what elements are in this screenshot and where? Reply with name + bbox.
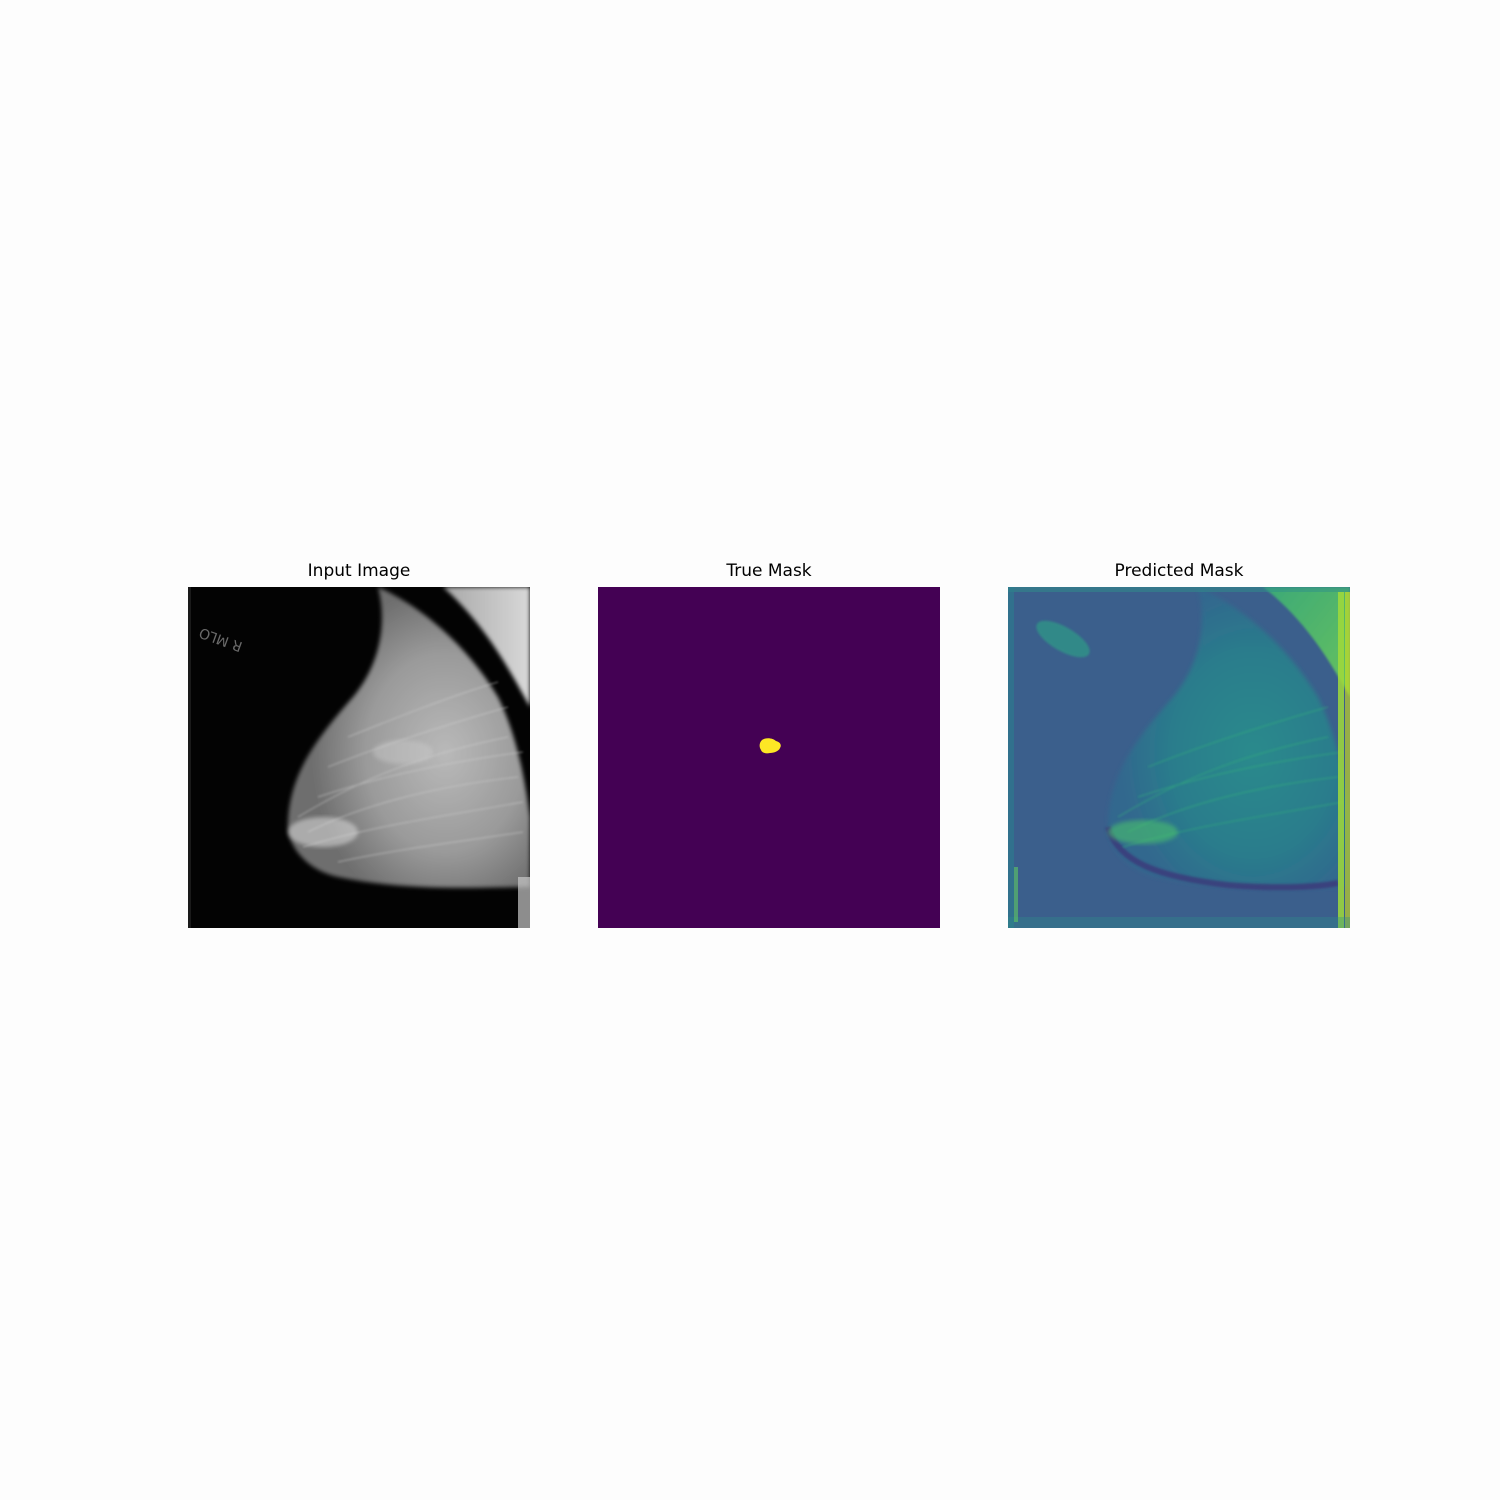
true-mask-image — [598, 587, 940, 928]
mask-background — [598, 587, 940, 928]
mask-lesion-blob — [759, 738, 781, 754]
panel-title-true-mask: True Mask — [726, 561, 812, 581]
mammogram-image: R MLO — [188, 587, 530, 928]
predicted-mask-heatmap — [1008, 587, 1350, 928]
panel-title-predicted-mask: Predicted Mask — [1114, 561, 1244, 581]
panel-title-input: Input Image — [307, 561, 411, 581]
